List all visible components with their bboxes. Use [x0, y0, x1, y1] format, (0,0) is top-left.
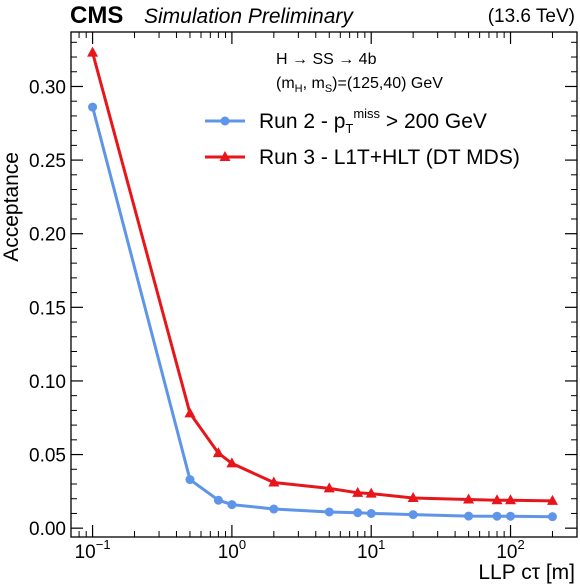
- series-1-point: [227, 500, 237, 510]
- x-tick-base: 10: [357, 542, 378, 563]
- y-tick-label: 0.05: [29, 446, 66, 467]
- x-tick-base: 10: [75, 542, 96, 563]
- x-tick-exp: 1: [378, 537, 385, 552]
- masses-annotation: (mH, mS)=(125,40) GeV: [276, 75, 443, 95]
- masses-sub-s: S: [325, 83, 332, 95]
- series-group: [87, 46, 558, 522]
- legend-run3-label: Run 3 - L1T+HLT (DT MDS): [259, 146, 520, 169]
- series-2-point: [226, 457, 238, 468]
- series-2-point: [407, 491, 419, 502]
- series-1-point: [88, 102, 98, 112]
- series-1-point: [464, 511, 474, 521]
- y-tick-label: 0.10: [29, 372, 66, 393]
- series-2-point: [87, 46, 99, 57]
- series-1-point: [185, 475, 195, 485]
- series-2-point: [546, 494, 558, 505]
- legend-run2-suffix: > 200 GeV: [380, 110, 487, 133]
- masses-suffix: )=(125,40) GeV: [332, 75, 443, 92]
- series-2-point: [268, 476, 280, 487]
- y-tick-label: 0.15: [29, 298, 66, 319]
- series-1-point: [547, 512, 557, 522]
- series-1-point: [492, 511, 502, 521]
- x-tick-exp: −1: [96, 537, 111, 552]
- y-tick-label: 0.20: [29, 225, 66, 246]
- y-axis-title: Acceptance: [0, 152, 23, 262]
- x-tick-label: 101: [357, 537, 385, 563]
- legend-run2-prefix: Run 2 - p: [259, 110, 345, 133]
- series-2-point: [365, 487, 377, 498]
- plot-frame: [70, 31, 578, 538]
- y-tick-labels: 0.00 0.05 0.10 0.15 0.20 0.25 0.30: [29, 77, 66, 540]
- cms-label: CMS: [70, 2, 123, 29]
- legend-run2-marker: [220, 116, 230, 126]
- x-tick-base: 10: [496, 542, 517, 563]
- masses-prefix: (m: [276, 75, 295, 92]
- status-label: Simulation Preliminary: [144, 5, 354, 28]
- energy-label: (13.6 TeV): [488, 6, 575, 27]
- series-2-point: [352, 486, 364, 497]
- x-tick-label: 100: [218, 537, 246, 563]
- axis-ticks: [70, 32, 578, 537]
- series-2-point: [463, 493, 475, 504]
- x-axis-title: LLP cτ [m]: [478, 561, 575, 584]
- x-tick-labels: 10−1 100 101 102: [75, 537, 525, 563]
- series-2-point: [505, 494, 517, 505]
- series-2-point: [323, 482, 335, 493]
- legend: Run 2 - pTmiss > 200 GeV Run 3 - L1T+HLT…: [205, 106, 520, 169]
- x-tick-exp: 0: [239, 537, 246, 552]
- x-tick-label: 102: [496, 537, 524, 563]
- masses-sep: , m: [303, 75, 325, 92]
- x-tick-label: 10−1: [75, 537, 111, 563]
- y-tick-label: 0.00: [29, 519, 66, 540]
- series-2-point: [491, 494, 503, 505]
- masses-sub-h: H: [295, 83, 303, 95]
- series-1-point: [506, 511, 516, 521]
- legend-run3-marker: [219, 151, 231, 161]
- series-1-point: [324, 507, 334, 517]
- series-2-point: [212, 447, 224, 458]
- series-1-point: [269, 504, 279, 514]
- series-1-point: [213, 495, 223, 505]
- legend-run2-sub: T: [345, 121, 353, 136]
- legend-run2-sup: miss: [353, 106, 380, 121]
- x-tick-exp: 2: [517, 537, 524, 552]
- series-1-point: [353, 508, 363, 518]
- legend-run2-label: Run 2 - pTmiss > 200 GeV: [259, 106, 487, 136]
- series-1-point: [366, 508, 376, 518]
- process-annotation: H → SS → 4b: [276, 51, 377, 68]
- y-tick-label: 0.30: [29, 77, 66, 98]
- series-1-point: [408, 510, 418, 520]
- x-tick-base: 10: [218, 542, 239, 563]
- series-2-point: [184, 407, 196, 418]
- y-tick-label: 0.25: [29, 151, 66, 172]
